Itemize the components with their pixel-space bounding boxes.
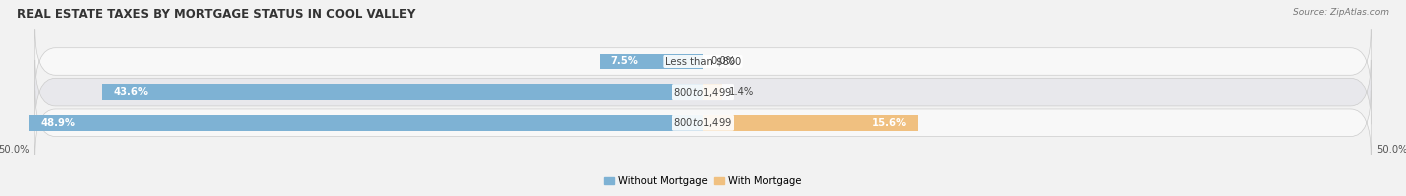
Text: $800 to $1,499: $800 to $1,499 — [673, 86, 733, 99]
Bar — [30, 115, 703, 131]
Text: 7.5%: 7.5% — [610, 56, 638, 66]
FancyBboxPatch shape — [35, 29, 1371, 94]
Bar — [103, 84, 703, 100]
Text: 1.4%: 1.4% — [730, 87, 755, 97]
Bar — [599, 54, 703, 69]
Text: Less than $800: Less than $800 — [665, 56, 741, 66]
Text: Source: ZipAtlas.com: Source: ZipAtlas.com — [1294, 8, 1389, 17]
Text: 48.9%: 48.9% — [41, 118, 76, 128]
Bar — [703, 84, 723, 100]
Text: 15.6%: 15.6% — [872, 118, 907, 128]
FancyBboxPatch shape — [35, 91, 1371, 155]
Text: 0.0%: 0.0% — [710, 56, 735, 66]
Legend: Without Mortgage, With Mortgage: Without Mortgage, With Mortgage — [600, 172, 806, 190]
FancyBboxPatch shape — [35, 60, 1371, 124]
Bar — [703, 115, 918, 131]
Text: $800 to $1,499: $800 to $1,499 — [673, 116, 733, 129]
Text: 43.6%: 43.6% — [114, 87, 148, 97]
Text: REAL ESTATE TAXES BY MORTGAGE STATUS IN COOL VALLEY: REAL ESTATE TAXES BY MORTGAGE STATUS IN … — [17, 8, 415, 21]
